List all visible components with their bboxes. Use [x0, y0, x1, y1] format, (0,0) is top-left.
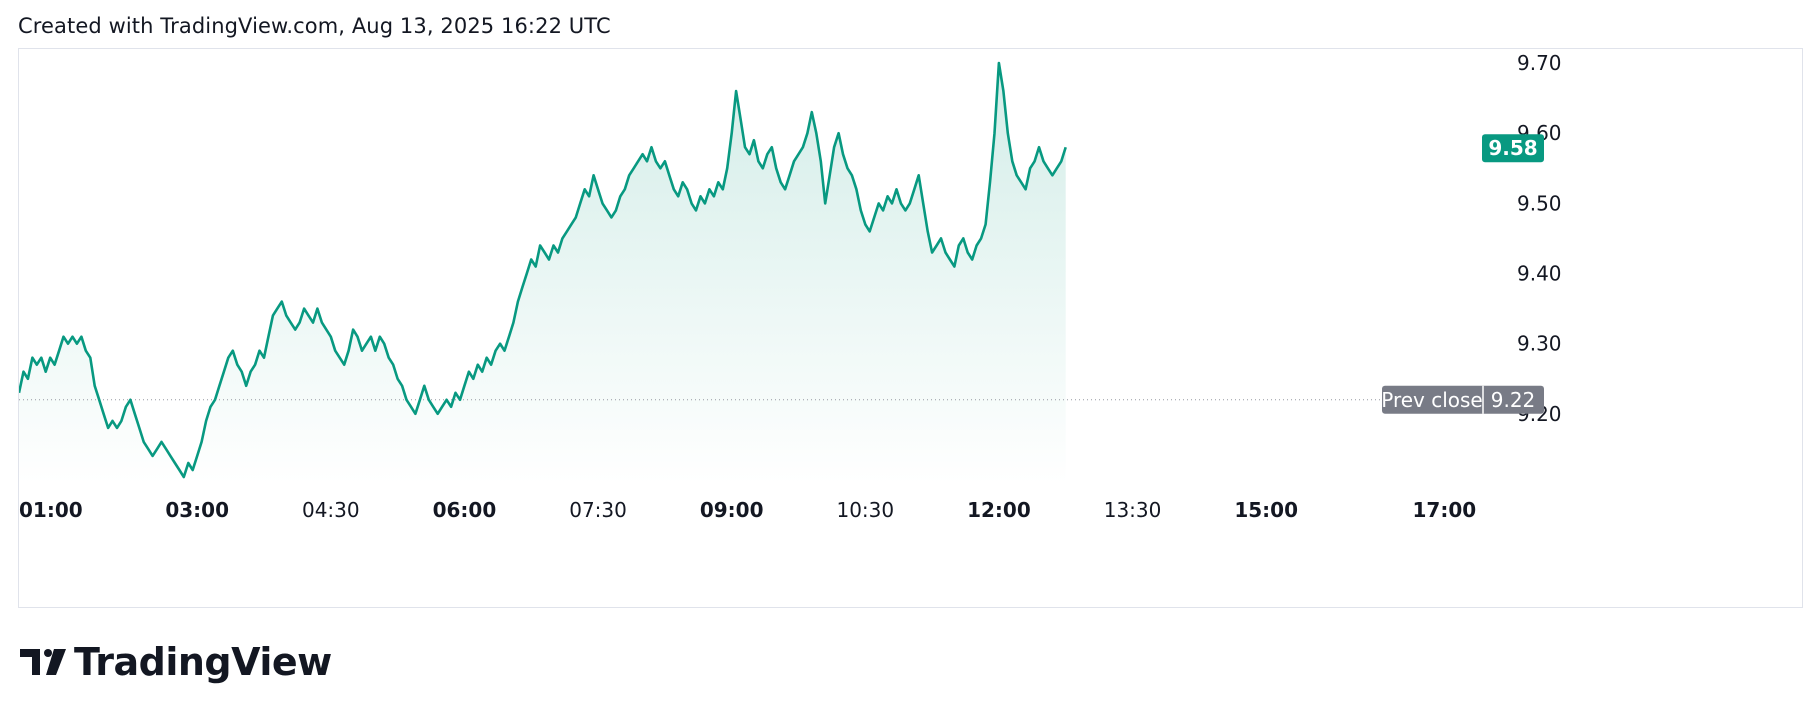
price-line	[19, 61, 1067, 479]
brand-name: TradingView	[74, 640, 332, 684]
x-tick-label: 03:00	[165, 498, 229, 522]
y-tick-label: 9.50	[1517, 191, 1562, 215]
x-tick-label: 13:30	[1104, 498, 1162, 522]
y-tick-label: 9.70	[1517, 51, 1562, 75]
x-tick-label: 15:00	[1234, 498, 1298, 522]
y-tick-label: 9.40	[1517, 262, 1562, 286]
x-tick-label: 12:00	[967, 498, 1031, 522]
prev-close-label: Prev close	[1381, 388, 1483, 412]
x-tick-label: 17:00	[1413, 498, 1477, 522]
x-tick-label: 07:30	[569, 498, 627, 522]
x-tick-label: 01:00	[19, 498, 83, 522]
prev-close-value: 9.22	[1491, 388, 1536, 412]
last-price-value: 9.58	[1488, 136, 1537, 160]
x-tick-label: 04:30	[302, 498, 360, 522]
x-tick-label: 09:00	[700, 498, 764, 522]
tradingview-logo-icon	[20, 649, 66, 675]
prev-close-badge	[1382, 385, 1544, 414]
x-tick-label: 10:30	[836, 498, 894, 522]
chart-frame: 9.20 9.30 9.40 9.50 9.60 9.70 01:00 03:00 04:30 0…	[18, 48, 1803, 608]
chart-created-caption: Created with TradingView.com, Aug 13, 20…	[18, 14, 611, 38]
tradingview-brand: TradingView	[20, 640, 332, 684]
x-tick-label: 06:00	[433, 498, 497, 522]
price-area-fill	[19, 63, 1066, 484]
last-price-badge	[1482, 134, 1544, 163]
y-tick-label: 9.30	[1517, 332, 1562, 356]
